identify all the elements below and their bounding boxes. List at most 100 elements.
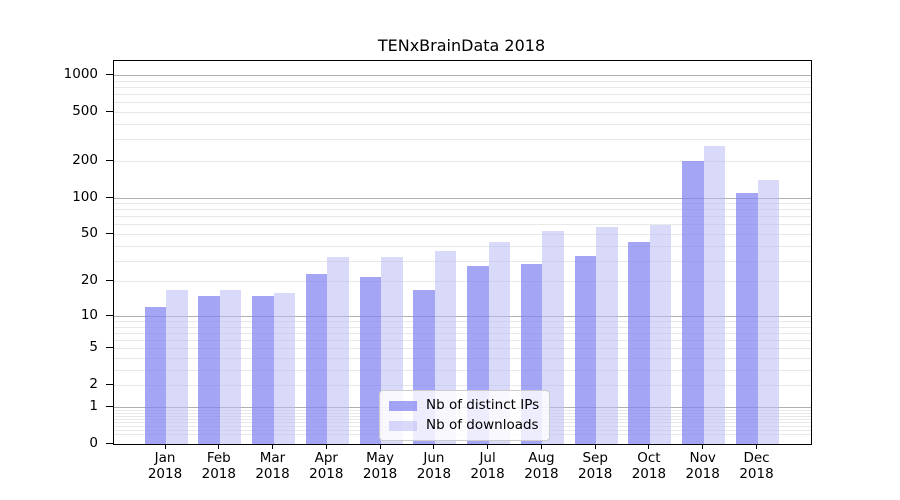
x-tick-month: Feb xyxy=(206,450,231,466)
x-tick-label: Mar 2018 xyxy=(238,450,308,482)
y-tick-mark xyxy=(106,406,113,407)
x-tick-year: 2018 xyxy=(685,465,720,482)
x-tick-mark xyxy=(648,444,650,449)
x-tick-month: May xyxy=(366,450,395,466)
bar-downloads xyxy=(649,225,672,444)
gridline-minor xyxy=(114,260,811,262)
bar-distinct-ips xyxy=(144,307,166,444)
y-tick-label: 10 xyxy=(80,306,98,323)
legend-swatch-downloads xyxy=(389,420,417,431)
x-tick-year: 2018 xyxy=(147,465,183,482)
x-tick-year: 2018 xyxy=(578,465,613,482)
x-tick-label: Jul 2018 xyxy=(453,450,523,482)
gridline-minor xyxy=(114,321,811,322)
gridline-minor xyxy=(114,281,811,283)
x-tick-label: Oct 2018 xyxy=(614,450,684,482)
bar-distinct-ips xyxy=(359,276,382,444)
gridline-minor xyxy=(114,123,811,125)
y-tick-mark xyxy=(106,74,113,75)
gridline-minor xyxy=(114,245,811,247)
y-tick-label: 500 xyxy=(72,103,98,119)
gridline-minor xyxy=(114,203,811,205)
y-tick-mark xyxy=(106,196,113,198)
bar-downloads xyxy=(219,289,242,444)
y-tick-mark xyxy=(106,233,113,234)
y-tick-label: 1 xyxy=(89,398,98,414)
gridline-minor xyxy=(114,209,811,211)
x-tick-month: Jan xyxy=(154,450,176,466)
plot-area: Nb of distinct IPs Nb of downloads xyxy=(113,60,812,445)
x-tick-month: Jun xyxy=(423,450,445,466)
y-tick-label: 5 xyxy=(89,339,98,356)
x-tick-year: 2018 xyxy=(416,465,452,482)
x-tick-year: 2018 xyxy=(309,465,344,482)
bar-distinct-ips xyxy=(252,295,274,444)
x-tick-label: Jan 2018 xyxy=(130,450,200,482)
y-tick-mark xyxy=(106,159,113,161)
bars-layer xyxy=(114,61,811,444)
x-tick-label: Nov 2018 xyxy=(668,450,738,482)
bar-downloads xyxy=(327,257,349,444)
y-tick-mark xyxy=(106,443,113,444)
x-tick-month: Sep xyxy=(582,450,608,466)
legend-label-downloads: Nb of downloads xyxy=(426,417,539,433)
gridline-major xyxy=(114,75,811,76)
gridline-minor xyxy=(114,80,811,82)
x-tick-mark xyxy=(272,444,273,449)
y-tick-label: 200 xyxy=(72,151,98,168)
gridline-minor xyxy=(114,348,811,350)
x-tick-mark xyxy=(540,444,542,449)
x-tick-mark xyxy=(218,444,220,449)
gridline-minor xyxy=(114,86,811,88)
legend: Nb of distinct IPs Nb of downloads xyxy=(379,390,551,441)
x-tick-month: Jul xyxy=(479,450,496,466)
y-tick-mark xyxy=(106,384,113,386)
x-tick-label: Feb 2018 xyxy=(184,450,254,482)
bar-downloads xyxy=(703,145,726,444)
gridline-minor xyxy=(114,94,811,95)
gridline-minor xyxy=(114,370,811,371)
gridline-minor xyxy=(114,332,811,334)
x-tick-year: 2018 xyxy=(255,465,290,482)
x-tick-year: 2018 xyxy=(524,465,559,482)
x-tick-year: 2018 xyxy=(470,465,505,482)
y-tick-label: 20 xyxy=(80,272,98,289)
gridline-minor xyxy=(114,224,811,226)
x-tick-label: Dec 2018 xyxy=(722,450,792,482)
gridline-minor xyxy=(114,326,811,328)
gridline-minor xyxy=(114,234,811,235)
x-tick-year: 2018 xyxy=(739,465,774,482)
x-tick-mark xyxy=(379,444,381,449)
x-tick-month: Aug xyxy=(528,450,555,466)
y-tick-mark xyxy=(106,347,113,349)
x-tick-mark xyxy=(702,444,704,449)
bar-downloads xyxy=(596,227,618,444)
x-tick-month: Apr xyxy=(314,450,338,466)
x-tick-mark xyxy=(325,444,327,449)
gridline-minor xyxy=(114,385,811,387)
x-tick-label: May 2018 xyxy=(345,450,415,482)
gridline-minor xyxy=(114,160,811,162)
gridline-minor xyxy=(114,112,811,113)
y-tick-mark xyxy=(106,111,113,112)
x-tick-month: Mar xyxy=(259,450,286,466)
gridline-major xyxy=(114,197,811,199)
y-tick-label: 100 xyxy=(72,188,98,205)
bar-distinct-ips xyxy=(305,274,328,444)
x-tick-label: Jun 2018 xyxy=(399,450,469,482)
gridline-minor xyxy=(114,139,811,141)
bar-distinct-ips xyxy=(736,193,758,444)
y-tick-label: 50 xyxy=(80,225,98,241)
x-tick-mark xyxy=(433,444,435,449)
y-tick-label: 2 xyxy=(89,376,98,393)
x-tick-label: Apr 2018 xyxy=(291,450,361,482)
y-tick-mark xyxy=(106,314,113,316)
legend-item-distinct-ips: Nb of distinct IPs xyxy=(389,397,539,414)
gridline-minor xyxy=(114,102,811,104)
bar-distinct-ips xyxy=(682,160,704,444)
gridline-minor xyxy=(114,358,811,359)
gridline-major xyxy=(114,315,811,317)
bar-distinct-ips xyxy=(574,255,597,444)
y-tick-label: 1000 xyxy=(63,66,98,82)
